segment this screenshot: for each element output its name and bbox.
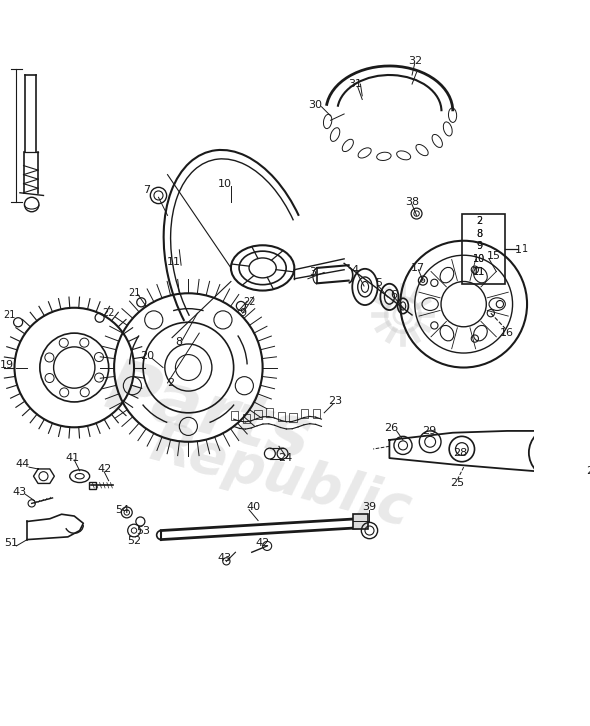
Text: 1: 1 [514,245,522,255]
Text: 4: 4 [352,265,359,274]
Text: 2: 2 [476,216,483,226]
Text: 8: 8 [476,229,482,239]
Text: 10: 10 [473,254,486,264]
Text: 40: 40 [247,502,261,512]
Text: 27: 27 [586,466,590,476]
Text: 10: 10 [473,254,486,264]
Text: 8: 8 [176,337,183,347]
Text: 53: 53 [136,526,150,536]
Text: 11: 11 [167,258,181,267]
Bar [313,409,320,418]
Text: 16: 16 [500,328,514,338]
Text: 44: 44 [15,460,30,470]
Text: 21: 21 [128,288,140,298]
Text: 9: 9 [239,309,246,318]
Text: 28: 28 [453,448,467,457]
Text: 51: 51 [4,538,18,548]
Text: 9: 9 [476,241,482,251]
Text: 29: 29 [422,426,437,436]
Text: 20: 20 [140,351,154,361]
Text: 30: 30 [308,100,322,110]
Text: 11: 11 [473,266,486,277]
Text: 42: 42 [97,464,112,474]
Text: 38: 38 [405,197,419,207]
Text: 39: 39 [362,502,376,512]
Text: 43: 43 [218,552,232,563]
Text: 43: 43 [13,486,27,497]
Bar [254,410,261,420]
Text: 5: 5 [375,278,382,288]
Text: 3: 3 [309,266,316,277]
Text: 6: 6 [391,290,398,300]
Text: 17: 17 [411,263,425,273]
Text: 1: 1 [522,244,528,254]
Text: 2: 2 [476,216,483,226]
Text: Republic: Republic [145,417,417,539]
Bar [301,409,309,418]
Text: 23: 23 [328,396,342,406]
Text: 19: 19 [0,360,14,370]
Text: 52: 52 [127,537,141,547]
Text: 31: 31 [348,79,362,89]
Bar [278,412,285,421]
Bar [353,514,368,529]
Bar [242,414,250,423]
Text: 42: 42 [255,538,270,548]
Text: 26: 26 [384,423,398,433]
Text: 2: 2 [167,378,174,388]
Text: 25: 25 [450,478,464,488]
Bar [290,413,297,423]
Text: 41: 41 [65,453,80,463]
Text: 15: 15 [487,251,500,261]
Text: 10: 10 [218,179,232,189]
Text: 24: 24 [278,453,293,463]
Text: 8: 8 [476,229,482,239]
Text: Parts: Parts [98,354,319,475]
Text: 7: 7 [143,185,150,195]
Text: 22: 22 [103,309,115,318]
Text: 22: 22 [244,298,256,307]
Bar [462,213,505,284]
Text: 11: 11 [473,266,486,277]
Bar [231,411,238,420]
Text: 9: 9 [476,241,482,251]
Bar [88,481,96,489]
Text: 21: 21 [3,310,15,320]
Text: 32: 32 [408,57,422,67]
Text: 54: 54 [115,505,129,515]
Bar [266,409,273,417]
